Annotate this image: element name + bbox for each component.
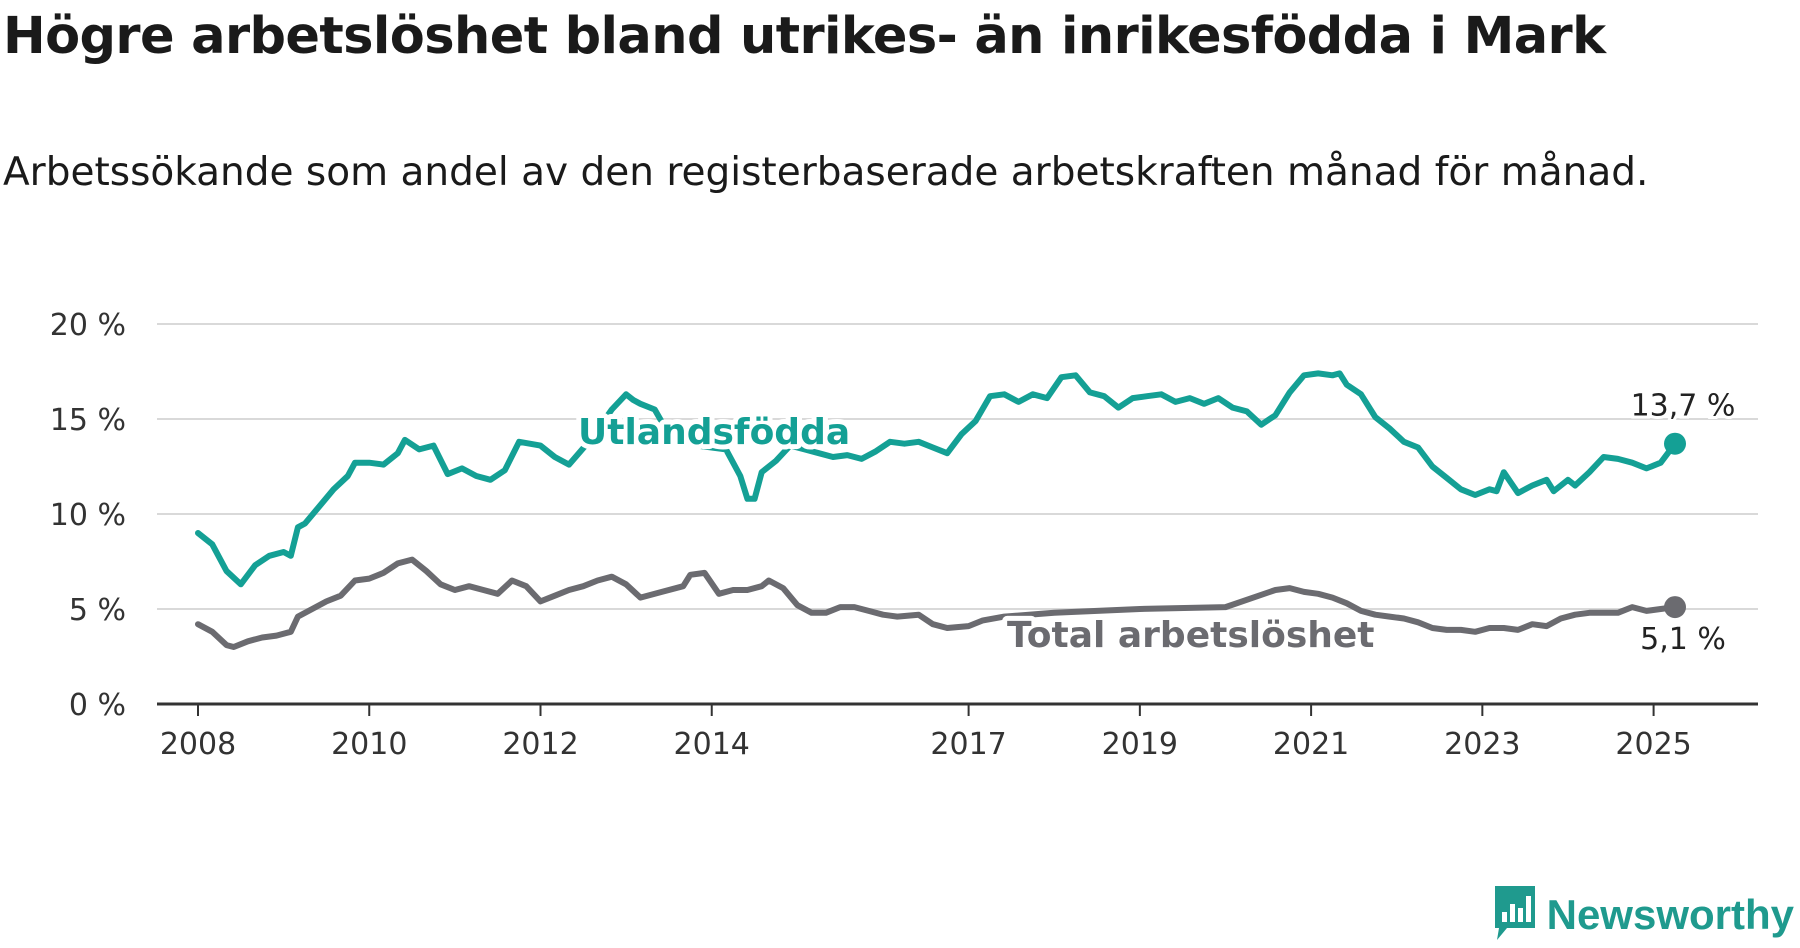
series-label: Utlandsfödda <box>578 412 850 453</box>
x-tick-label: 2010 <box>331 727 407 762</box>
y-tick-label: 0 % <box>69 688 126 723</box>
x-tick-label: 2008 <box>160 727 236 762</box>
end-value-label: 5,1 % <box>1640 622 1726 657</box>
y-tick-label: 15 % <box>50 403 126 438</box>
line-chart: 0 %5 %10 %15 %20 % 2008 2010 2012 2014 2017 2… <box>50 308 1758 762</box>
chart-title: Högre arbetslöshet bland utrikes- än inr… <box>3 7 1606 66</box>
series-label: Total arbetslöshet <box>1007 615 1375 656</box>
x-tick-label: 2017 <box>930 727 1006 762</box>
x-tick-label: 2021 <box>1273 727 1349 762</box>
y-tick-label: 20 % <box>50 308 126 343</box>
y-tick-label: 10 % <box>50 498 126 533</box>
newsworthy-logo[interactable]: Newsworthy <box>1491 884 1794 946</box>
newsworthy-logo-icon <box>1494 886 1535 940</box>
series-line <box>195 556 1678 650</box>
y-axis-ticks: 0 % 5 % 10 % 15 % 20 % <box>50 308 126 723</box>
x-tick-label: 2012 <box>502 727 578 762</box>
x-tick-label: 2014 <box>674 727 750 762</box>
chart-subtitle: Arbetssökande som andel av den registerb… <box>3 150 1649 195</box>
series-end-point <box>1664 432 1686 455</box>
x-tick-label: 2023 <box>1444 727 1520 762</box>
series-labels: Utlandsfödda 13,7 % Total arbetslöshet 5,1 … <box>573 386 1738 661</box>
brand-name: Newsworthy <box>1546 891 1794 938</box>
end-value-label: 13,7 % <box>1631 389 1736 424</box>
gridlines <box>157 323 1758 610</box>
y-tick-label: 5 % <box>69 593 126 628</box>
series-end-point <box>1664 596 1686 619</box>
x-axis: 2008 2010 2012 2014 2017 2019 2021 2023 2025 <box>157 702 1758 762</box>
x-tick-label: 2025 <box>1615 727 1691 762</box>
series-lines <box>195 370 1686 650</box>
x-tick-label: 2019 <box>1102 727 1178 762</box>
series-line <box>195 370 1678 588</box>
